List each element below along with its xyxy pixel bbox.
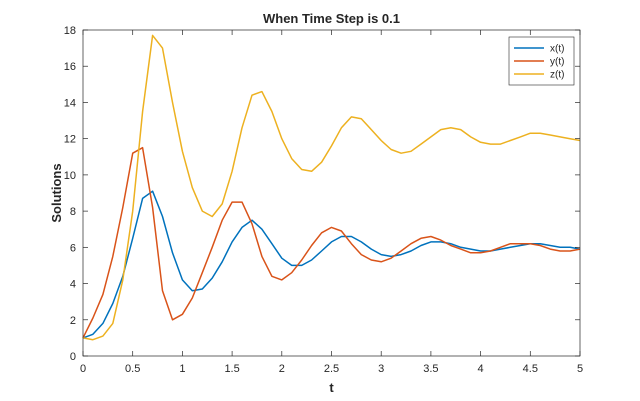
y-tick-label: 2 [70,315,76,327]
series-line-yt [82,146,581,339]
series-line-xt [82,190,581,339]
series-line-zt [82,34,581,341]
series-layer [82,34,581,341]
y-tick-label: 10 [64,170,76,182]
legend-label: x(t) [550,44,564,55]
chart-title: When Time Step is 0.1 [263,11,400,26]
x-tick-label: 0 [80,363,86,375]
y-axis-label: Solutions [49,163,64,222]
x-tick-label: 0.5 [125,363,140,375]
legend-label: y(t) [550,57,564,68]
x-tick-label: 3.5 [423,363,438,375]
legend: x(t) y(t) z(t) [508,36,575,86]
x-tick-label: 4 [478,363,484,375]
y-tick-label: 4 [70,279,76,291]
y-tick-label: 0 [70,351,76,363]
x-tick-label: 1 [179,363,185,375]
x-tick-label: 4.5 [523,363,538,375]
y-tick-label: 8 [70,206,76,218]
x-tick-label: 2.5 [324,363,339,375]
y-tick-label: 16 [64,61,76,73]
x-tick-label: 5 [577,363,583,375]
legend-label: z(t) [550,70,564,81]
y-tick-label: 18 [64,25,76,37]
y-tick-label: 12 [64,134,76,146]
axes-layer: 0 0.5 1 1.5 2 2.5 3 3.5 4 4.5 5 0 2 4 6 8 10 12 14 16 18 [64,25,583,375]
x-tick-label: 2 [279,363,285,375]
y-tick-label: 6 [70,242,76,254]
x-tick-label: 3 [378,363,384,375]
x-axis-label: t [329,380,334,395]
plot-area [83,30,580,356]
y-tick-label: 14 [64,97,76,109]
x-tick-label: 1.5 [224,363,239,375]
